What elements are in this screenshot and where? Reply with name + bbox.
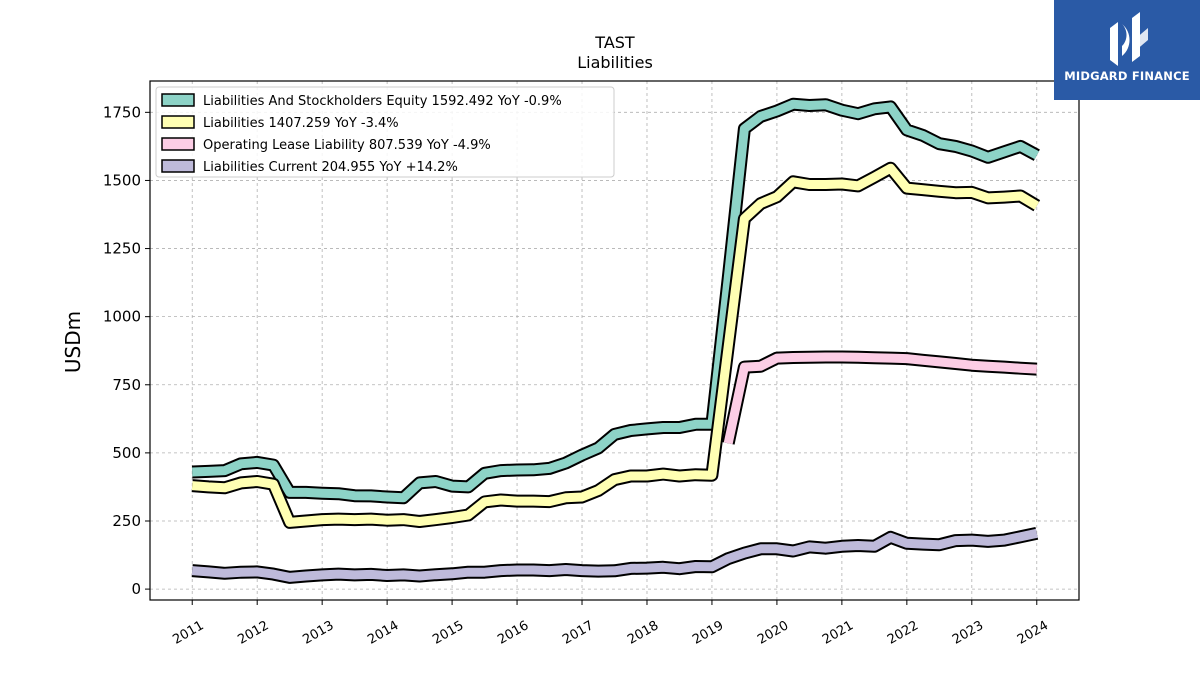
y-tick-label: 1250 — [103, 240, 141, 258]
brand-name: MIDGARD FINANCE — [1064, 69, 1190, 83]
y-axis-label: USDm — [61, 311, 85, 373]
legend-label: Liabilities And Stockholders Equity 1592… — [203, 94, 562, 109]
legend-swatch — [161, 115, 195, 129]
series-layer — [191, 97, 1041, 584]
series-line — [191, 163, 1040, 527]
legend-swatch — [161, 93, 195, 107]
y-tick-label: 750 — [112, 376, 141, 394]
y-tick-label: 1750 — [103, 103, 141, 121]
x-tick-label: 2014 — [365, 618, 401, 648]
y-tick-label: 1000 — [103, 308, 141, 326]
legend-label: Operating Lease Liability 807.539 YoY -4… — [203, 138, 491, 153]
y-tick-label: 500 — [112, 444, 141, 462]
series-outline — [191, 161, 1041, 529]
plot-frame — [149, 80, 1080, 601]
midgard-logo-icon — [1110, 12, 1148, 66]
x-tick-label: 2020 — [755, 618, 791, 648]
x-tick-label: 2022 — [885, 618, 921, 648]
y-axis: 0 250 500 750 1000 1250 1500 1750 — [103, 103, 150, 598]
x-axis: 2011 2012 2013 2014 2015 2016 2017 2018 2019 2020… — [170, 600, 1051, 648]
legend-swatch — [161, 159, 195, 173]
legend: Liabilities And Stockholders Equity 1592… — [155, 86, 615, 178]
chart-subtitle: Liabilities — [577, 53, 653, 72]
x-tick-label: 2017 — [560, 618, 596, 648]
x-tick-label: 2011 — [170, 618, 206, 648]
x-tick-label: 2019 — [690, 618, 726, 648]
x-tick-label: 2024 — [1015, 618, 1051, 648]
x-tick-label: 2016 — [495, 618, 531, 648]
y-tick-label: 1500 — [103, 171, 141, 189]
y-tick-label: 0 — [131, 580, 141, 598]
series-line — [191, 528, 1038, 582]
x-tick-label: 2023 — [950, 618, 986, 648]
legend-box — [155, 86, 615, 178]
x-tick-label: 2012 — [235, 618, 271, 648]
legend-label: Liabilities 1407.259 YoY -3.4% — [203, 116, 399, 131]
x-tick-label: 2015 — [430, 618, 466, 648]
legend-label: Liabilities Current 204.955 YoY +14.2% — [203, 160, 458, 175]
y-tick-label: 250 — [112, 512, 141, 530]
x-tick-label: 2021 — [820, 618, 856, 648]
legend-swatch — [161, 137, 195, 151]
brand-logo: MIDGARD FINANCE — [1054, 0, 1200, 100]
chart-title: TAST — [594, 33, 635, 52]
series-line — [723, 352, 1038, 445]
x-tick-label: 2018 — [625, 618, 661, 648]
x-tick-label: 2013 — [300, 618, 336, 648]
series-line — [192, 99, 1039, 503]
